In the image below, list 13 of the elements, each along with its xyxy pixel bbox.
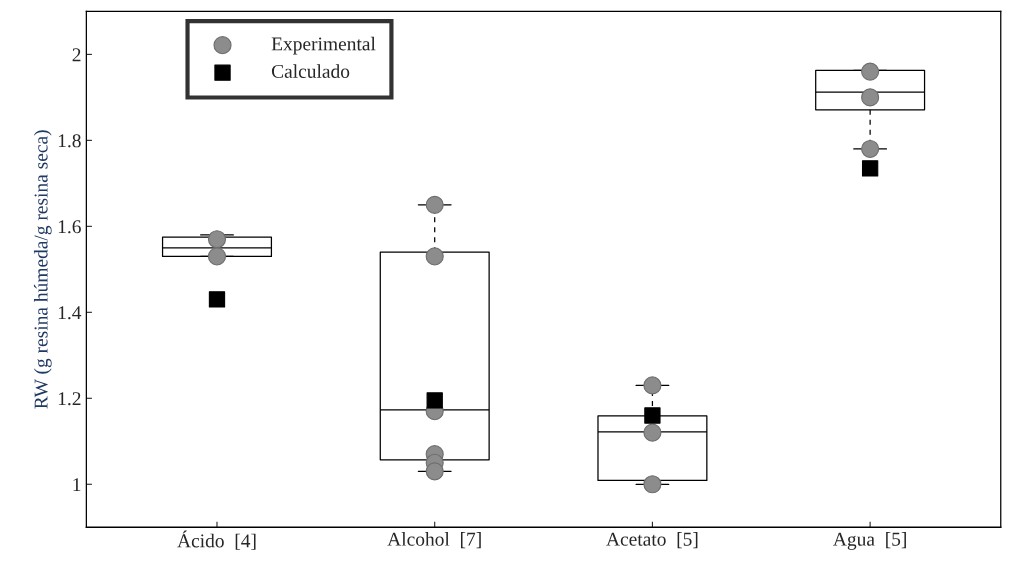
legend-label: Experimental bbox=[271, 36, 376, 55]
x-tick-label: Alcohol [7] bbox=[387, 532, 481, 549]
y-tick-label: 1.6 bbox=[58, 220, 81, 234]
x-tick-label: Ácido [4] bbox=[177, 530, 256, 550]
y-tick-label: 1.8 bbox=[58, 134, 81, 148]
y-tick-label: 1.4 bbox=[58, 306, 82, 320]
x-tick-label: Acetato [5] bbox=[606, 532, 698, 549]
y-tick-label: 1 bbox=[73, 478, 81, 492]
y-axis-title: RW (g resina húmeda/g resina seca) bbox=[33, 130, 52, 409]
y-tick-label: 2 bbox=[72, 48, 81, 62]
y-tick-label: 1.2 bbox=[58, 392, 81, 406]
legend-label: Calculado bbox=[271, 64, 350, 78]
x-tick-label: Agua [5] bbox=[833, 532, 906, 550]
